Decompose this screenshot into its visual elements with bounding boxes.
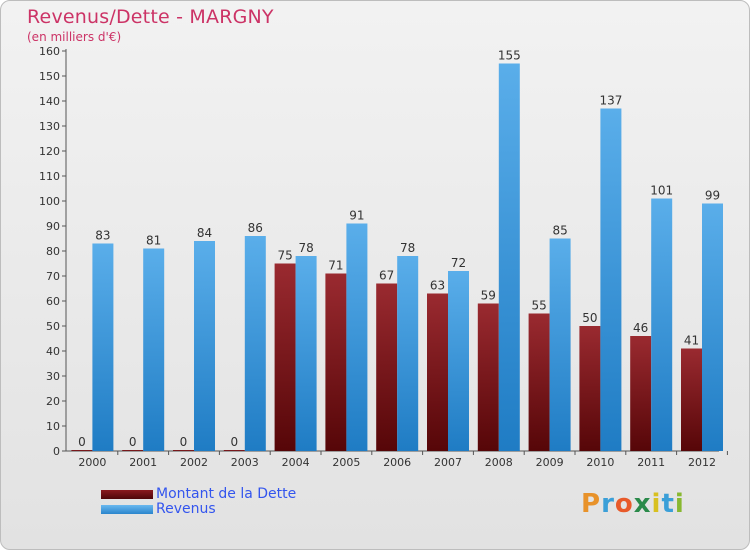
y-tick-label: 50: [46, 320, 60, 333]
data-label-dette: 75: [277, 249, 292, 263]
bar-dette: [223, 450, 245, 451]
bar-dette: [579, 326, 601, 451]
logo-letter: i: [651, 489, 662, 519]
bar-dette: [427, 293, 448, 451]
bar-revenus: [295, 256, 317, 451]
data-label-revenus: 78: [298, 241, 313, 255]
logo-letter: P: [581, 489, 602, 519]
data-label-revenus: 78: [400, 241, 415, 255]
chart-title: Revenus/Dette - MARGNY: [27, 6, 274, 28]
bar-dette: [376, 283, 398, 451]
y-tick-label: 110: [39, 170, 60, 183]
logo-letter: o: [614, 489, 634, 519]
x-tick-label: 2001: [129, 456, 157, 469]
x-tick-label: 2006: [383, 456, 411, 469]
legend-label-dette: Montant de la Dette: [156, 486, 297, 502]
bar-dette: [173, 450, 194, 451]
data-label-dette: 71: [328, 259, 343, 273]
y-tick-label: 140: [39, 95, 60, 108]
bar-revenus: [448, 271, 469, 451]
data-label-revenus: 81: [146, 234, 161, 248]
data-label-revenus: 101: [650, 184, 673, 198]
logo-letter: r: [601, 489, 615, 519]
chart-subtitle: (en milliers d'€): [27, 30, 122, 44]
data-label-dette: 0: [180, 435, 188, 449]
bar-revenus: [397, 256, 419, 451]
bar-dette: [274, 263, 296, 451]
x-tick-label: 2002: [180, 456, 208, 469]
logo-letter: x: [633, 489, 652, 519]
bar-revenus: [244, 236, 266, 451]
data-label-revenus: 86: [248, 221, 263, 235]
bar-dette: [528, 313, 550, 451]
y-tick-label: 40: [46, 345, 60, 358]
legend-swatch-revenus: [101, 505, 153, 514]
data-label-dette: 41: [684, 334, 699, 348]
data-label-revenus: 72: [451, 256, 466, 270]
y-tick-label: 10: [46, 420, 60, 433]
bar-revenus: [143, 248, 165, 451]
y-tick-label: 30: [46, 370, 60, 383]
y-tick-label: 120: [39, 145, 60, 158]
data-label-revenus: 83: [95, 229, 110, 243]
x-tick-label: 2011: [637, 456, 665, 469]
x-tick-label: 2005: [332, 456, 360, 469]
x-tick-label: 2012: [688, 456, 716, 469]
x-tick-label: 2007: [434, 456, 462, 469]
bar-dette: [630, 336, 652, 451]
y-tick-label: 70: [46, 270, 60, 283]
bar-dette: [122, 450, 144, 451]
y-tick-label: 90: [46, 220, 60, 233]
bar-revenus: [549, 238, 571, 451]
data-label-dette: 0: [78, 435, 86, 449]
bar-revenus: [600, 108, 622, 451]
data-label-dette: 59: [481, 289, 496, 303]
data-label-dette: 63: [430, 279, 445, 293]
y-tick-label: 60: [46, 295, 60, 308]
y-tick-label: 0: [53, 445, 60, 458]
x-tick-label: 2003: [231, 456, 259, 469]
data-label-dette: 55: [531, 299, 546, 313]
x-tick-label: 2010: [586, 456, 614, 469]
logo-letter: t: [661, 489, 675, 519]
bar-revenus: [346, 223, 368, 451]
bar-dette: [477, 303, 499, 451]
logo-letter: i: [674, 489, 685, 519]
data-label-revenus: 84: [197, 226, 212, 240]
y-tick-label: 80: [46, 245, 60, 258]
proxiti-logo: Proxiti: [581, 489, 685, 519]
bar-revenus: [651, 198, 673, 451]
y-tick-label: 160: [39, 45, 60, 58]
legend-label-revenus: Revenus: [156, 501, 216, 517]
data-label-revenus: 137: [599, 94, 622, 108]
bar-dette: [325, 273, 347, 451]
x-tick-label: 2009: [536, 456, 564, 469]
bar-dette: [71, 450, 93, 451]
data-label-revenus: 85: [552, 224, 567, 238]
x-tick-label: 2000: [78, 456, 106, 469]
y-tick-label: 150: [39, 70, 60, 83]
y-tick-label: 20: [46, 395, 60, 408]
bar-revenus: [702, 203, 723, 451]
x-tick-label: 2008: [485, 456, 513, 469]
x-tick-label: 2004: [282, 456, 310, 469]
data-label-dette: 50: [582, 311, 597, 325]
bar-dette: [681, 348, 702, 451]
data-label-dette: 46: [633, 321, 648, 335]
bar-revenus: [498, 63, 520, 451]
bar-revenus: [194, 241, 215, 451]
y-tick-label: 130: [39, 120, 60, 133]
data-label-dette: 0: [230, 435, 238, 449]
data-label-dette: 67: [379, 269, 394, 283]
data-label-revenus: 91: [349, 209, 364, 223]
legend-swatch-dette: [101, 490, 153, 499]
data-label-revenus: 99: [705, 189, 720, 203]
bar-revenus: [92, 243, 114, 451]
data-label-dette: 0: [129, 435, 137, 449]
data-label-revenus: 155: [498, 49, 521, 63]
y-tick-label: 100: [39, 195, 60, 208]
